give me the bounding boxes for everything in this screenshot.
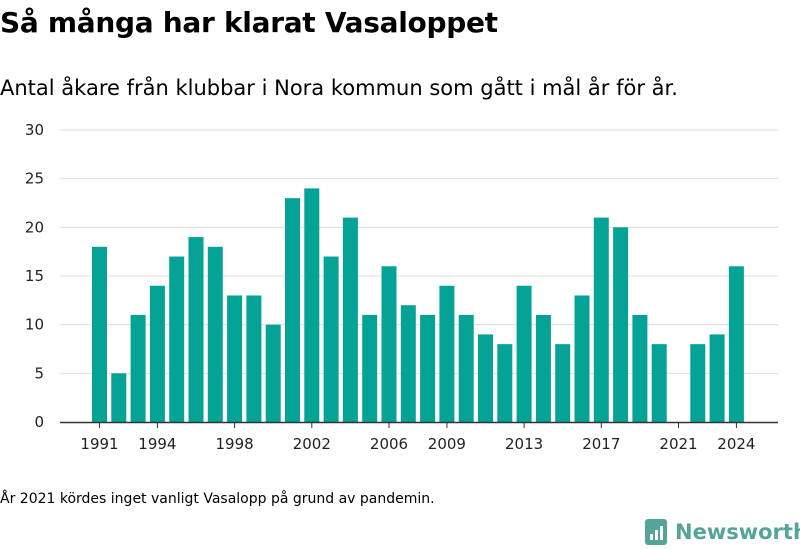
bar-1999 <box>246 295 262 422</box>
chart-title: Så många har klarat Vasaloppet <box>0 6 498 39</box>
bar-2014 <box>535 314 551 422</box>
brand-name: Newsworthy <box>675 520 800 544</box>
bar-2001 <box>285 198 300 422</box>
bar-1993 <box>130 314 146 422</box>
bar-1991 <box>92 246 107 422</box>
brand-logo[interactable]: Newsworthy <box>645 519 800 545</box>
x-axis: 1991 1994 1998 2002 2006 2009 2013 2017 2021 2024 <box>80 422 755 453</box>
bar-2013 <box>516 285 532 422</box>
footnote: År 2021 kördes inget vanligt Vasalopp på… <box>0 491 435 507</box>
x-tick-label: 1998 <box>216 435 254 453</box>
bar-chart: 0 5 10 15 20 25 30 1991 1994 1998 2002 2006 2009 201… <box>25 121 778 453</box>
bar-2020 <box>651 344 667 422</box>
bar-2008 <box>420 314 436 422</box>
grid-lines <box>60 129 778 374</box>
bar-2016 <box>574 295 590 422</box>
bar-1996 <box>188 237 204 422</box>
bar-1992 <box>111 373 127 422</box>
bar-2019 <box>632 314 648 422</box>
bar-2010 <box>458 314 474 422</box>
x-tick-label: 2013 <box>505 435 543 453</box>
bar-1994 <box>149 285 165 422</box>
bar-2007 <box>400 305 416 422</box>
x-tick-label: 2021 <box>659 435 697 453</box>
bar-2015 <box>555 344 571 422</box>
bar-2018 <box>613 227 629 422</box>
bar-2006 <box>381 266 397 422</box>
y-tick-label: 20 <box>25 218 44 236</box>
bar-1997 <box>207 246 223 422</box>
x-tick-label: 2002 <box>293 435 331 453</box>
bar-2012 <box>497 344 513 422</box>
bar-2011 <box>478 334 493 422</box>
bar-2004 <box>342 217 358 422</box>
y-tick-label: 10 <box>25 316 44 334</box>
x-tick-label: 2009 <box>428 435 466 453</box>
bar-chart-logo-icon <box>645 519 667 545</box>
bar-2005 <box>362 314 378 422</box>
chart-subtitle: Antal åkare från klubbar i Nora kommun s… <box>0 76 678 100</box>
bar-1998 <box>227 295 243 422</box>
bar-1995 <box>169 256 185 422</box>
bar-2003 <box>323 256 339 422</box>
bar-2000 <box>265 324 281 422</box>
bar-2009 <box>439 285 455 422</box>
x-tick-label: 1991 <box>80 435 118 453</box>
bar-2022 <box>690 344 706 422</box>
y-tick-label: 0 <box>34 413 44 431</box>
bar-2024 <box>728 266 744 422</box>
x-tick-label: 2006 <box>370 435 408 453</box>
bar-2023 <box>709 334 725 422</box>
bar-2017 <box>593 217 609 422</box>
y-tick-label: 15 <box>25 267 44 285</box>
y-tick-label: 25 <box>25 170 44 188</box>
bar-series <box>92 188 744 422</box>
y-tick-label: 30 <box>25 121 44 139</box>
y-axis: 0 5 10 15 20 25 30 <box>25 121 44 431</box>
x-tick-label: 2017 <box>582 435 620 453</box>
bar-2002 <box>304 188 320 422</box>
x-tick-label: 2024 <box>717 435 755 453</box>
y-tick-label: 5 <box>34 364 44 382</box>
x-tick-label: 1994 <box>138 435 176 453</box>
